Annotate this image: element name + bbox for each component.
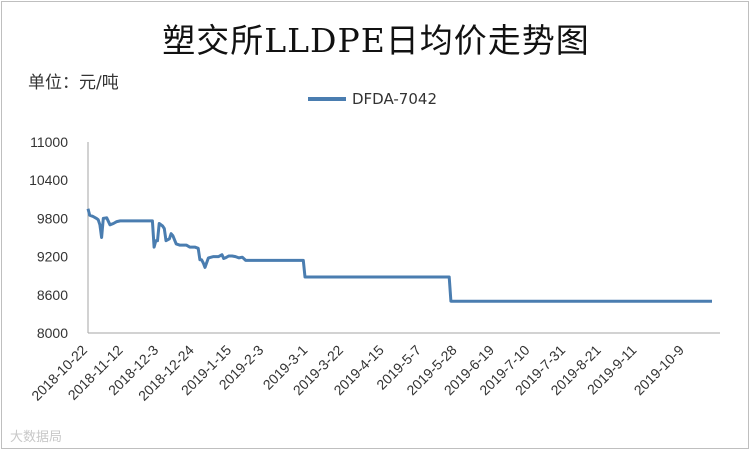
legend: DFDA-7042 [308, 90, 437, 108]
legend-label: DFDA-7042 [352, 90, 437, 108]
chart-title: 塑交所LLDPE日均价走势图 [162, 21, 590, 60]
legend-swatch [308, 97, 346, 101]
unit-label: 单位：元/吨 [28, 73, 119, 93]
x-tick-label: 2019-10-9 [631, 342, 688, 399]
y-tick-label: 9200 [37, 249, 68, 265]
series-line-dfda-7042 [86, 208, 712, 303]
y-tick-label: 9800 [37, 210, 68, 226]
watermark: 大数据局 [10, 430, 63, 445]
y-tick-label: 8000 [37, 325, 68, 341]
y-tick-label: 8600 [37, 287, 68, 303]
y-tick-label: 11000 [30, 134, 68, 150]
y-tick-label: 10400 [29, 172, 68, 188]
